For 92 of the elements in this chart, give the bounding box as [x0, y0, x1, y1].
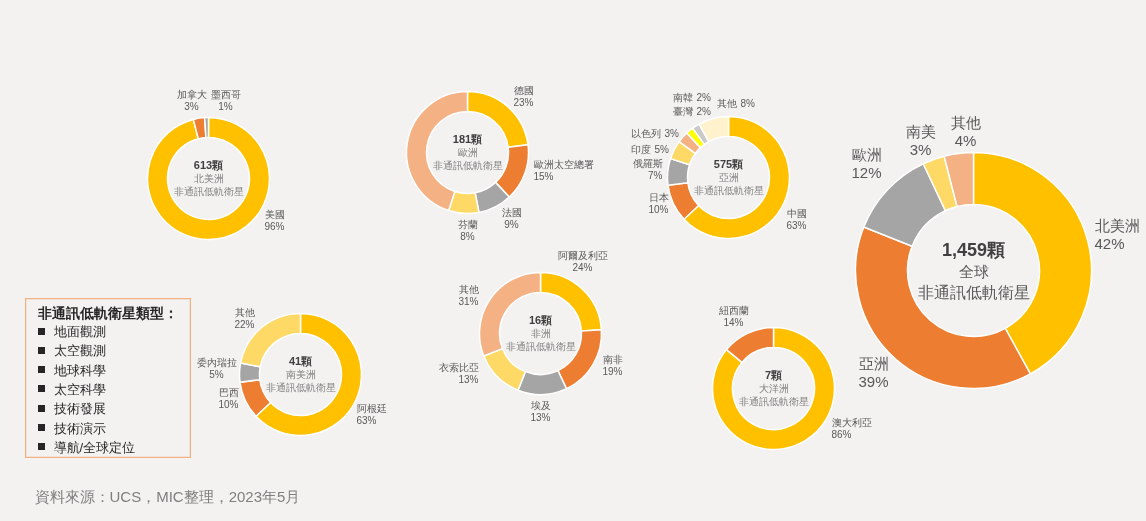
data-label: 13% — [458, 374, 479, 385]
slice-label: 法國 — [501, 207, 522, 218]
data-label: 5% — [654, 144, 670, 155]
text: 全球 — [958, 263, 989, 280]
slice-label: 臺灣 — [672, 106, 693, 117]
slice-label: 埃及 — [529, 400, 551, 411]
data-label: 19% — [602, 366, 623, 377]
slice-label: 美國 — [264, 209, 285, 220]
data-label: 5% — [209, 369, 224, 380]
slice-label: 加拿大 — [176, 89, 207, 100]
data-label: 2% — [696, 106, 712, 117]
text: 大洋洲 — [758, 383, 789, 394]
slice-label: 南美 — [905, 123, 936, 140]
data-label: 8% — [460, 231, 475, 242]
data-label: 96% — [264, 221, 285, 232]
data-label: 24% — [572, 262, 593, 273]
data-label: 12% — [851, 164, 882, 181]
slice-label: 日本 — [648, 192, 669, 203]
text: 非通訊低軌衛星 — [738, 396, 809, 407]
data-label: 2% — [696, 92, 712, 103]
data-label: 3% — [184, 101, 199, 112]
data-label: 86% — [831, 429, 852, 440]
slice-label: 芬蘭 — [457, 219, 478, 230]
data-label: 8% — [740, 98, 756, 109]
text: 非通訊低軌衛星 — [432, 160, 503, 171]
text: 181顆 — [452, 132, 483, 146]
slice-label: 俄羅斯 — [632, 158, 663, 169]
data-label: 1% — [218, 101, 233, 112]
text: 非通訊低軌衛星 — [173, 186, 244, 197]
text: 導航/全球定位 — [53, 439, 136, 455]
data-label: 4% — [954, 132, 977, 149]
text: 非通訊低軌衛星 — [265, 382, 336, 393]
data-label: 39% — [858, 373, 889, 390]
slice-label: 其他 — [950, 114, 981, 131]
slice-label: 以色列 — [630, 128, 661, 139]
text: 非通訊低軌衛星 — [917, 284, 1030, 301]
slice-label: 紐西蘭 — [717, 305, 749, 316]
text: 技術發展 — [52, 401, 106, 417]
text: 太空觀測 — [53, 343, 106, 359]
data-label: 3% — [664, 128, 680, 139]
text: 16顆 — [528, 313, 553, 327]
slice-label: 委內瑞拉 — [196, 357, 237, 368]
data-label: 9% — [504, 219, 519, 230]
slice-label: 中國 — [786, 208, 807, 219]
text: 575顆 — [713, 157, 744, 171]
slice-label: 阿爾及利亞 — [557, 250, 608, 261]
source-note: 資料來源：UCS，MIC整理，2023年5月 — [34, 488, 301, 505]
slice-label: 其他 — [234, 307, 255, 318]
data-label: 22% — [234, 319, 255, 330]
slice-label: 其他 — [716, 98, 737, 109]
text: 地球科學 — [52, 362, 106, 378]
slice-label: 其他 — [458, 284, 479, 295]
data-label: 42% — [1094, 235, 1125, 252]
text: 1,459顆 — [941, 239, 1006, 260]
data-label: 63% — [356, 415, 377, 426]
data-label: 3% — [909, 141, 932, 158]
text: 41顆 — [288, 354, 313, 368]
slice-label: 歐洲太空總署 — [533, 159, 594, 170]
text: 技術演示 — [52, 420, 106, 436]
data-label: 10% — [648, 204, 669, 215]
data-label: 31% — [458, 296, 479, 307]
text: 太空科學 — [53, 381, 106, 397]
text: 歐洲 — [457, 147, 478, 158]
text: 非通訊低軌衛星 — [693, 185, 764, 196]
slice-label: 阿根廷 — [356, 403, 387, 414]
text: 非通訊低軌衛星類型： — [36, 304, 178, 321]
text: 地面觀測 — [52, 324, 106, 339]
slice-label: 歐洲 — [851, 146, 882, 163]
data-label: 7% — [648, 170, 663, 181]
data-label: 13% — [530, 412, 551, 423]
slice-label: 衣索比亞 — [438, 362, 479, 373]
data-label: 63% — [786, 220, 807, 231]
text: 南美洲 — [285, 369, 316, 380]
slice-label: 南非 — [602, 354, 623, 365]
text: 非洲 — [530, 328, 551, 339]
slice-label: 北美洲 — [1094, 217, 1140, 234]
data-label: 14% — [723, 317, 744, 328]
data-label: 10% — [218, 399, 239, 410]
text: 7顆 — [764, 368, 783, 382]
slice-label: 印度 — [630, 144, 651, 155]
slice-label: 南韓 — [672, 92, 693, 103]
text: 613顆 — [193, 158, 224, 172]
slice-label: 德國 — [513, 85, 534, 96]
slice-label: 亞洲 — [858, 355, 889, 372]
text: 亞洲 — [718, 172, 739, 183]
slice-label: 澳大利亞 — [831, 417, 872, 428]
slice-label: 墨西哥 — [210, 89, 241, 100]
text: 非通訊低軌衛星 — [505, 341, 576, 352]
slice-label: 巴西 — [218, 387, 239, 398]
data-label: 15% — [533, 171, 554, 182]
data-label: 23% — [513, 97, 534, 108]
text: 北美洲 — [193, 173, 224, 184]
